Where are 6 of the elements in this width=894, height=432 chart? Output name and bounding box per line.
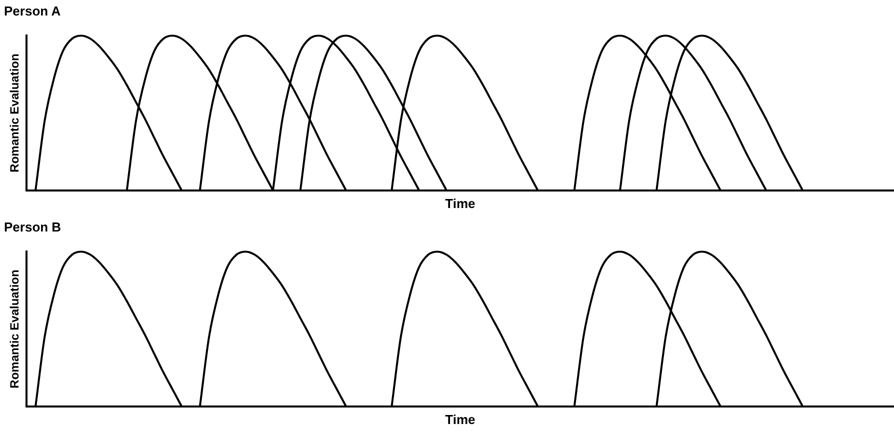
chart-title: Person A	[4, 3, 62, 18]
y-axis-title: Romantic Evaluation	[8, 54, 22, 172]
x-axis-title: Time	[445, 196, 476, 211]
y-axis-title: Romantic Evaluation	[8, 270, 22, 388]
chart-title: Person B	[4, 219, 62, 234]
x-axis-title: Time	[445, 412, 476, 427]
